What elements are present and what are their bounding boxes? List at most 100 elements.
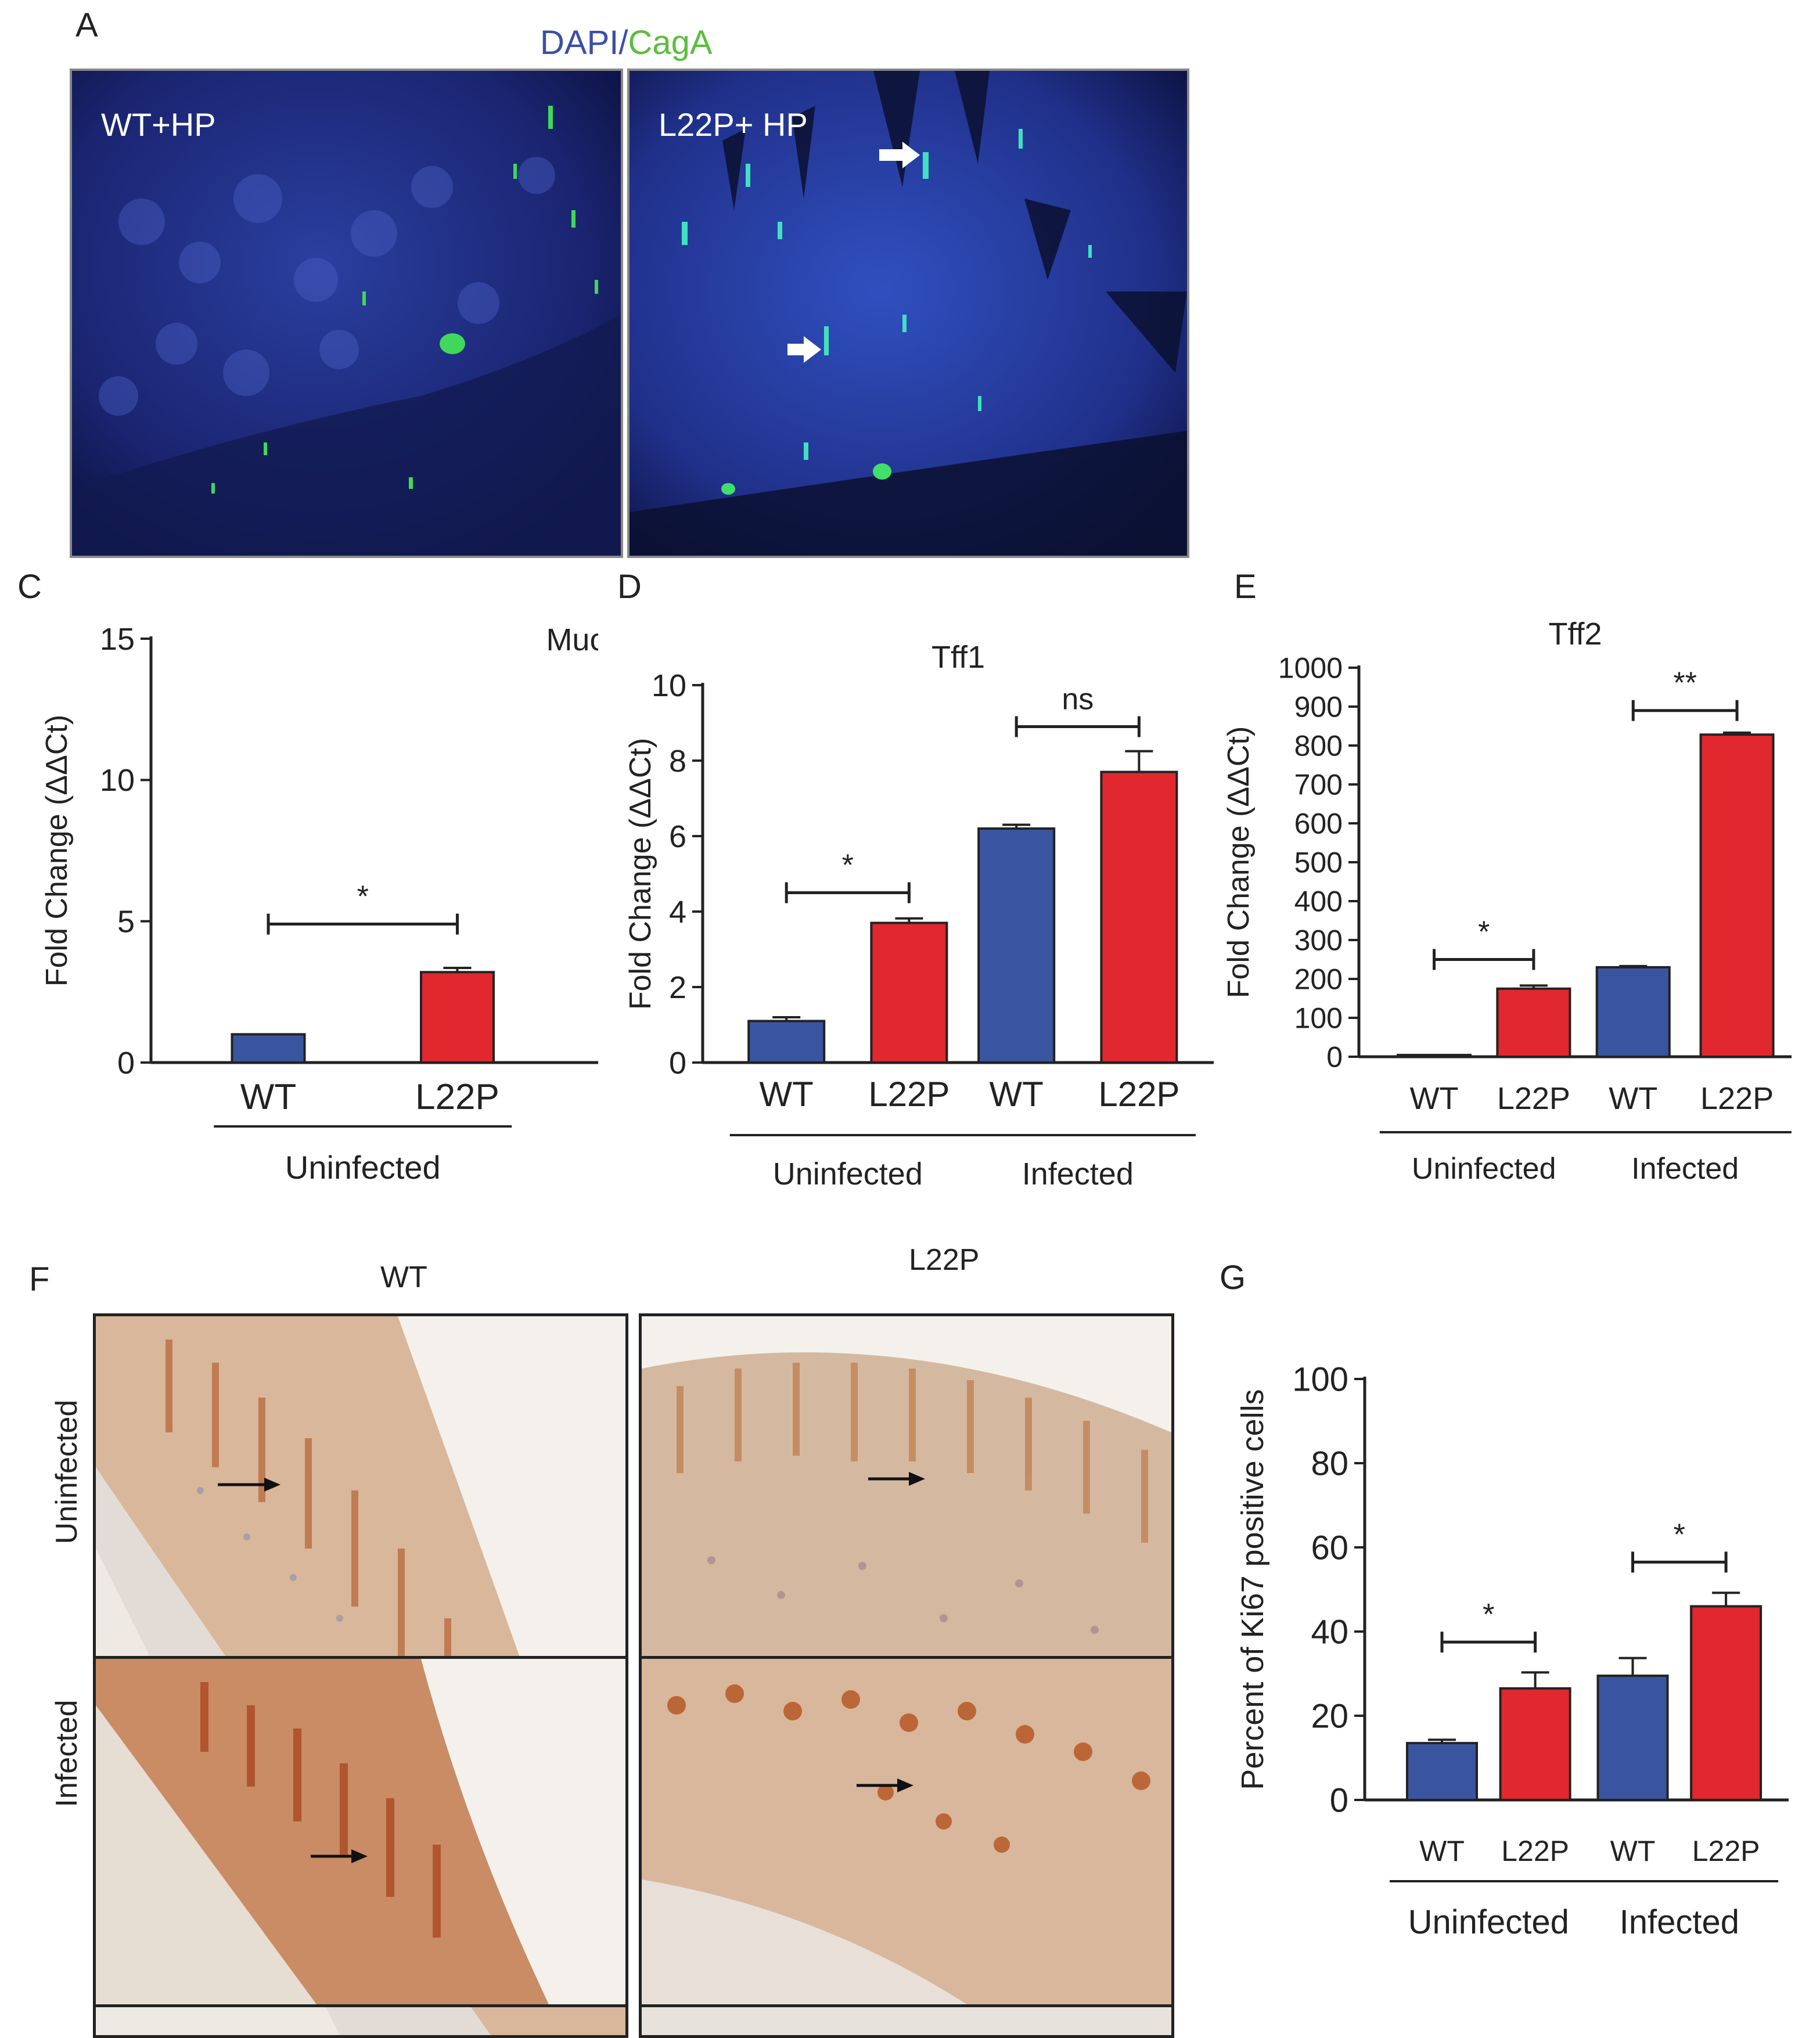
chart-c: CMuc5ac051015Fold Change (ΔΔCt)WTL22PWTL… — [17, 569, 598, 1186]
y-tick-label: 5 — [117, 905, 135, 939]
bar — [1100, 770, 1178, 1064]
row-label-infected: Infected — [50, 1699, 84, 1807]
y-tick-label: 80 — [1311, 1445, 1348, 1482]
y-tick-label: 400 — [1294, 885, 1343, 918]
ihc-image-l22p-infected — [639, 1656, 1174, 2007]
group-label: Uninfected — [1408, 1903, 1569, 1941]
column-title-l22p: L22P — [909, 1243, 980, 1277]
significance-label: * — [1483, 1598, 1494, 1632]
group-label: Infected — [1631, 1152, 1739, 1186]
fluorescence-image-l22p: L22P+ HP — [627, 69, 1189, 558]
category-label: WT — [990, 1075, 1044, 1114]
category-label: L22P — [1501, 1835, 1569, 1867]
y-tick-label: 900 — [1294, 691, 1343, 723]
category-label: L22P — [868, 1075, 949, 1114]
y-tick-label: 100 — [1292, 1360, 1348, 1398]
y-axis-label: Fold Change (ΔΔCt) — [40, 715, 74, 986]
row-label-uninfected: Uninfected — [50, 1399, 84, 1544]
bar — [1397, 1054, 1472, 1058]
bar — [1496, 987, 1571, 1058]
chart-title: Tff2 — [1548, 617, 1602, 651]
bar — [977, 827, 1056, 1064]
y-tick-label: 100 — [1294, 1002, 1343, 1035]
bar — [1595, 966, 1671, 1058]
significance-label: ns — [1062, 683, 1094, 716]
panel-letter-a: A — [75, 6, 98, 44]
category-label: WT — [1610, 1835, 1656, 1867]
category-label: WT — [240, 1077, 296, 1117]
y-tick-label: 0 — [117, 1046, 135, 1081]
group-label: Infected — [1022, 1157, 1134, 1191]
y-tick-label: 0 — [1326, 1041, 1343, 1074]
group-label: Uninfected — [285, 1149, 441, 1186]
bar — [1499, 1687, 1571, 1801]
panel-letter-f: F — [29, 1261, 50, 1298]
y-tick-label: 10 — [652, 668, 686, 703]
chart-title: Muc5ac — [546, 622, 598, 657]
bar — [1406, 1742, 1478, 1801]
y-axis-label: Percent of Ki67 positive cells — [1235, 1389, 1270, 1789]
category-label: L22P — [1700, 1081, 1774, 1116]
group-label: Uninfected — [1412, 1152, 1556, 1186]
image-label-l22p-hp: L22P+ HP — [659, 106, 808, 143]
significance-label: * — [1674, 1518, 1685, 1551]
chart-e: E Tff2 0 100 200 300 400 500 600 700 800 900 1000 Fol… — [1222, 569, 1792, 1186]
y-tick-label: 800 — [1294, 730, 1343, 762]
y-tick-label: 300 — [1294, 924, 1343, 957]
category-label: L22P — [1497, 1081, 1570, 1116]
chart-title: Tff1 — [931, 640, 985, 675]
bar — [420, 971, 495, 1064]
y-axis-label: Fold Change (ΔΔCt) — [624, 738, 657, 1010]
y-tick-label: 500 — [1294, 847, 1343, 879]
panel-letter-e: E — [1234, 569, 1257, 606]
category-label: L22P — [415, 1077, 499, 1117]
y-tick-label: 600 — [1294, 808, 1343, 840]
bar — [1690, 1605, 1763, 1801]
y-tick-label: 10 — [100, 763, 135, 798]
group-label: Uninfected — [773, 1157, 923, 1191]
category-label: WT — [1609, 1081, 1657, 1116]
y-tick-label: 700 — [1294, 769, 1343, 801]
panel-letter-d: D — [617, 569, 642, 606]
bar — [231, 1033, 306, 1064]
bar — [1596, 1675, 1669, 1801]
chart-g-group: G 0 20 40 60 80 100 Percent of Ki67 positive ce… — [1220, 1259, 1789, 1941]
bar — [747, 1020, 826, 1064]
y-tick-label: 0 — [1330, 1781, 1348, 1819]
legend-separator: / — [618, 24, 628, 62]
panel-letter-c: C — [17, 569, 42, 606]
y-tick-label: 15 — [100, 622, 135, 657]
y-tick-label: 60 — [1311, 1529, 1348, 1567]
category-label: WT — [760, 1075, 814, 1114]
category-label: WT — [1419, 1835, 1465, 1867]
column-title-wt: WT — [380, 1261, 427, 1294]
significance-label: ** — [1673, 667, 1696, 700]
category-label: L22P — [1098, 1075, 1179, 1114]
fluorescence-image-wt: WT+HP — [70, 69, 623, 558]
chart-d: D Tff1 0 2 4 6 8 10 Fold Change (ΔΔCt) WT L22P WT L2… — [617, 569, 1214, 1191]
y-tick-label: 6 — [669, 819, 686, 854]
chart-c-group: CMuc5ac051015Fold Change (ΔΔCt)WTL22PWTL… — [17, 569, 598, 1186]
category-label: WT — [1410, 1081, 1459, 1116]
significance-label: * — [357, 880, 369, 914]
y-axis-label: Fold Change (ΔΔCt) — [1222, 726, 1256, 998]
chart-b: B0510152025Fold Change ( ΔΔCt)16SrRNAWTL… — [1161, 0, 1820, 581]
panel-letter-g: G — [1220, 1259, 1246, 1297]
significance-label: * — [842, 849, 854, 883]
y-tick-label: 4 — [669, 895, 686, 930]
y-tick-label: 8 — [669, 744, 686, 779]
image-label-wt-hp: WT+HP — [101, 106, 216, 143]
y-tick-label: 200 — [1294, 963, 1343, 996]
group-label: Infected — [1620, 1903, 1739, 1941]
ihc-image-wt-infected — [93, 1656, 628, 2007]
bar — [1699, 733, 1775, 1058]
chart-e-group: E Tff2 0 100 200 300 400 500 600 700 800 900 1000 Fol… — [1222, 569, 1792, 1186]
panel-a-legend: DAPI/CagA — [540, 23, 713, 62]
y-tick-label: 0 — [669, 1046, 686, 1081]
caga-label: CagA — [628, 24, 713, 62]
dapi-label: DAPI — [540, 24, 619, 62]
y-tick-label: 20 — [1311, 1697, 1348, 1735]
chart-g: G 0 20 40 60 80 100 Percent of Ki67 positive ce… — [1220, 1259, 1789, 1941]
significance-label: * — [1478, 916, 1490, 949]
bar — [870, 921, 948, 1064]
